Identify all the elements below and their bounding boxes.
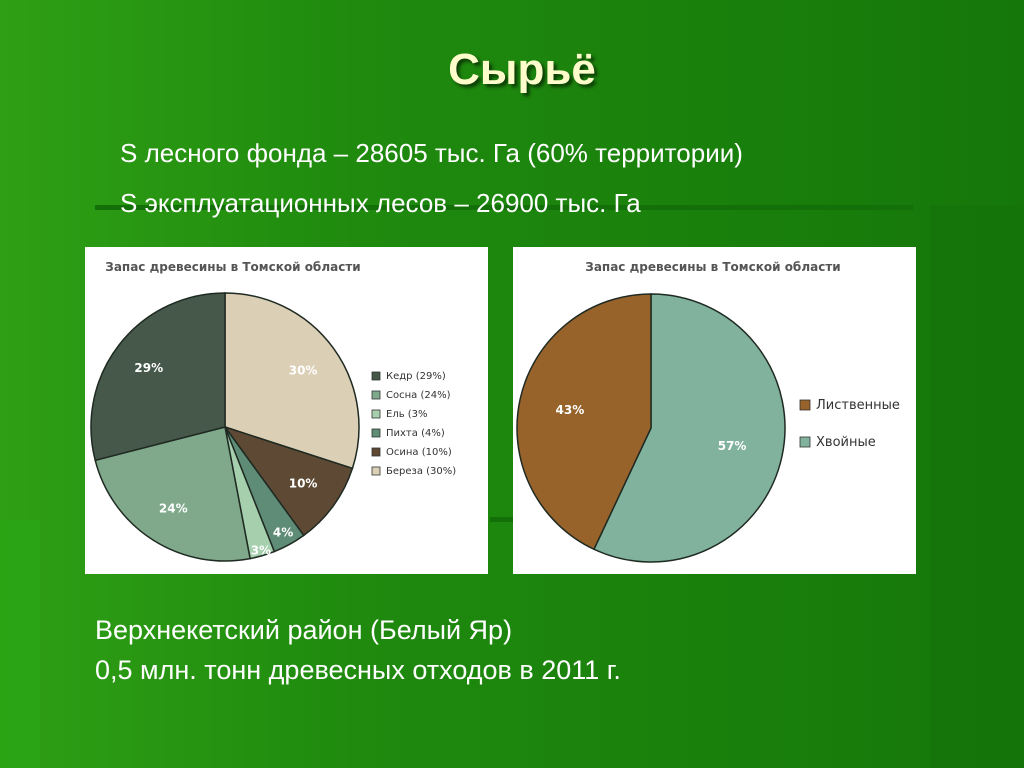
slice-label: 30%	[289, 363, 318, 377]
background-divider-top	[95, 205, 913, 210]
pie-slice	[94, 426, 251, 562]
district-text: Верхнекетский район (Белый Яр)	[95, 615, 513, 645]
pie-slice	[516, 293, 652, 551]
chart-title: Запас древесины в Томской области	[585, 260, 840, 274]
slice-label: 24%	[159, 502, 188, 516]
legend-label: Осина (10%)	[386, 447, 452, 458]
pie-slice	[223, 425, 354, 537]
pie-chart-groups: Запас древесины в Томской области 57% 43% Л…	[516, 260, 900, 563]
chart-panel-species: Запас древесины в Томской области 30% 10% 4…	[85, 247, 488, 574]
pie-slice	[224, 292, 360, 470]
chart-title: Запас древесины в Томской области	[105, 260, 360, 274]
chart-panel-groups: Запас древесины в Томской области 57% 43% Л…	[513, 247, 916, 574]
background-band-left	[0, 520, 40, 768]
operational-forest-area-text: S эксплуатационных лесов – 26900 тыс. Га	[120, 188, 641, 218]
legend-label: Пихта (4%)	[386, 428, 445, 439]
background-band-right	[930, 205, 1024, 768]
legend-label: Сосна (24%)	[386, 390, 451, 401]
background-divider-mid	[490, 517, 520, 522]
slice-label: 4%	[273, 526, 293, 540]
slice-label: 3%	[251, 544, 271, 558]
legend-swatch	[371, 428, 381, 438]
slice-label: 29%	[134, 361, 163, 375]
slide-title: Сырьё	[448, 45, 596, 94]
slice-label: 43%	[556, 403, 585, 417]
legend-swatch	[799, 399, 811, 411]
legend-swatch	[371, 466, 381, 476]
pie-slice	[90, 292, 226, 462]
legend-swatch	[371, 390, 381, 400]
legend-swatch	[799, 436, 811, 448]
wood-waste-text: 0,5 млн. тонн древесных отходов в 2011 г…	[95, 655, 621, 685]
legend-swatch	[371, 409, 381, 419]
legend-label: Хвойные	[816, 435, 876, 450]
pie-chart-species: Запас древесины в Томской области 30% 10% 4…	[90, 260, 456, 562]
legend-swatch	[371, 447, 381, 457]
legend-swatch	[371, 371, 381, 381]
forest-fund-area-text: S лесного фонда – 28605 тыс. Га (60% тер…	[120, 138, 743, 168]
pie-slice	[592, 293, 786, 563]
legend-label: Кедр (29%)	[386, 371, 446, 382]
slice-label: 57%	[718, 439, 747, 453]
legend-label: Береза (30%)	[386, 466, 456, 477]
legend-label: Лиственные	[816, 398, 900, 413]
slice-label: 10%	[289, 477, 318, 491]
legend-label: Ель (3%	[386, 409, 428, 420]
